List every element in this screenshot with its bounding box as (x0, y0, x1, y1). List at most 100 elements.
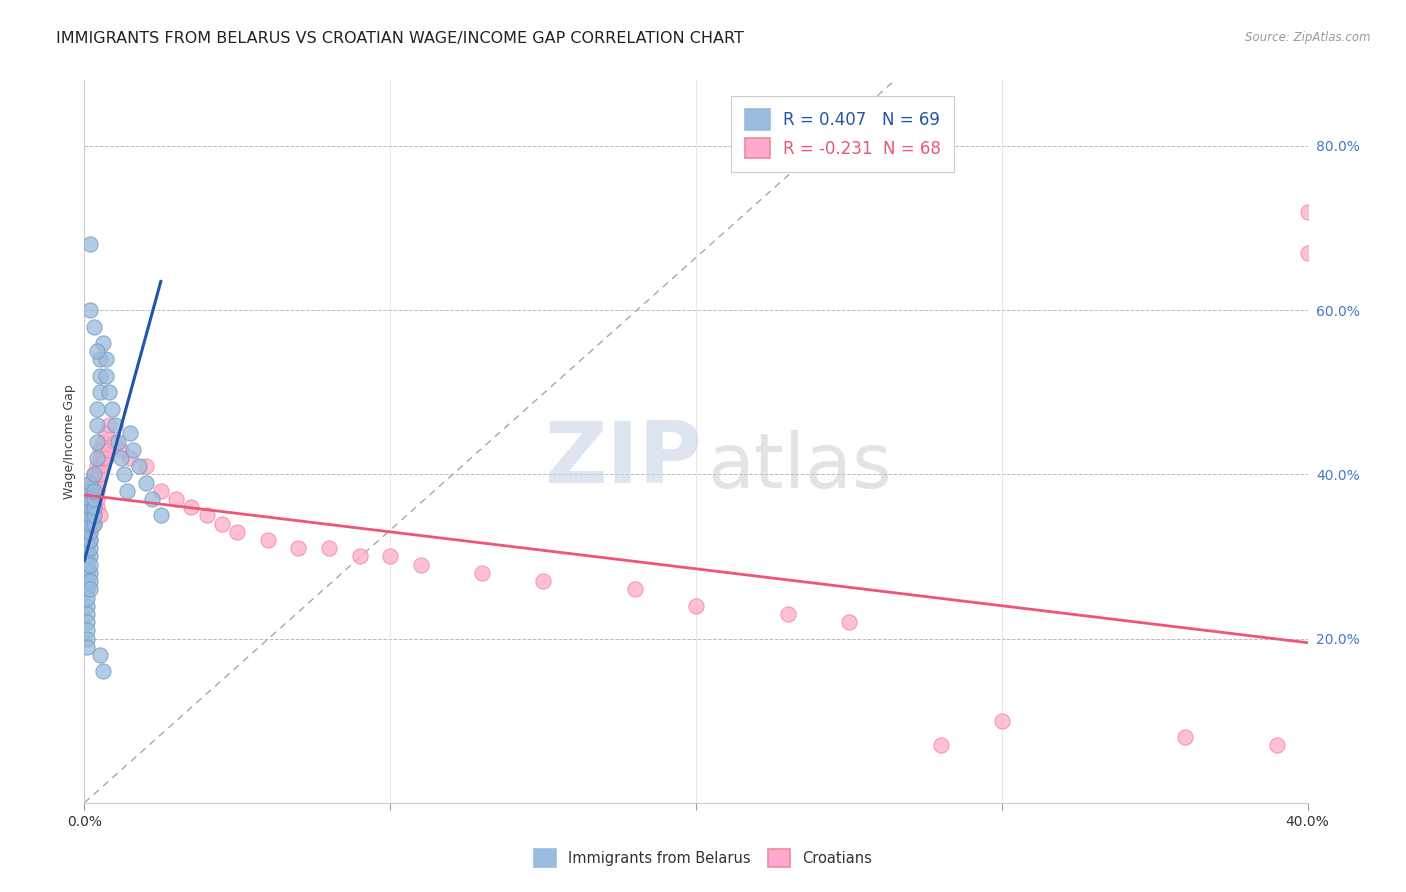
Point (76, 574, 98, 588)
Point (149, 508, 172, 523)
Point (79, 500, 101, 515)
Point (83, 467, 105, 482)
Point (94, 450, 117, 465)
Point (180, 500, 202, 515)
Point (94, 426, 117, 441)
Point (380, 549, 402, 564)
Point (76, 607, 98, 621)
Point (104, 418, 127, 433)
Point (79, 574, 101, 588)
Point (76, 483, 98, 498)
Legend: R = 0.407   N = 69, R = -0.231  N = 68: R = 0.407 N = 69, R = -0.231 N = 68 (731, 95, 955, 171)
Point (83, 516, 105, 531)
Point (838, 615, 860, 630)
Point (83, 483, 105, 498)
Point (76, 591, 98, 605)
Point (83, 500, 105, 515)
Point (76, 582, 98, 597)
Point (79, 508, 101, 523)
Point (257, 533, 280, 547)
Point (83, 491, 105, 506)
Point (318, 541, 340, 556)
Legend: Immigrants from Belarus, Croatians: Immigrants from Belarus, Croatians (527, 842, 879, 874)
Point (349, 549, 371, 564)
Point (83, 319, 105, 334)
Point (76, 541, 98, 556)
Point (79, 516, 101, 531)
Point (1174, 730, 1197, 744)
Point (79, 558, 101, 572)
Point (76, 533, 98, 547)
Point (79, 483, 101, 498)
Point (89, 648, 111, 662)
Point (79, 533, 101, 547)
Point (141, 491, 163, 506)
Point (76, 508, 98, 523)
Point (83, 516, 105, 531)
Point (89, 352, 111, 367)
Point (104, 434, 127, 449)
Point (86, 491, 108, 506)
Point (128, 459, 150, 474)
Point (86, 434, 108, 449)
Point (97, 442, 120, 457)
Point (86, 450, 108, 465)
Point (1296, 204, 1319, 219)
Point (79, 549, 101, 564)
Point (76, 500, 98, 515)
Point (79, 524, 101, 539)
Point (76, 541, 98, 556)
Point (86, 475, 108, 490)
Point (991, 714, 1014, 728)
Point (76, 558, 98, 572)
Point (76, 524, 98, 539)
Point (79, 533, 101, 547)
Point (287, 541, 309, 556)
Point (91, 665, 114, 679)
Point (76, 599, 98, 613)
Point (86, 467, 108, 482)
Point (86, 500, 108, 515)
Point (76, 491, 98, 506)
Point (76, 549, 98, 564)
Point (79, 491, 101, 506)
Point (83, 508, 105, 523)
Point (135, 459, 157, 474)
Point (89, 450, 111, 465)
Point (86, 401, 108, 416)
Point (112, 467, 135, 482)
Point (929, 739, 952, 753)
Point (79, 491, 101, 506)
Point (226, 524, 249, 539)
Point (79, 566, 101, 580)
Point (86, 344, 108, 359)
Point (79, 483, 101, 498)
Y-axis label: Wage/Income Gap: Wage/Income Gap (63, 384, 76, 499)
Text: IMMIGRANTS FROM BELARUS VS CROATIAN WAGE/INCOME GAP CORRELATION CHART: IMMIGRANTS FROM BELARUS VS CROATIAN WAGE… (56, 31, 744, 46)
Point (83, 483, 105, 498)
Point (94, 352, 117, 367)
Point (195, 508, 218, 523)
Point (89, 467, 111, 482)
Point (86, 459, 108, 474)
Point (776, 607, 799, 621)
Point (79, 475, 101, 490)
Point (89, 442, 111, 457)
Point (110, 442, 132, 457)
Point (76, 632, 98, 646)
Point (76, 516, 98, 531)
Point (76, 624, 98, 638)
Point (97, 418, 120, 433)
Point (79, 500, 101, 515)
Point (1296, 245, 1319, 260)
Point (83, 475, 105, 490)
Point (76, 533, 98, 547)
Point (531, 574, 554, 588)
Point (91, 450, 114, 465)
Point (211, 516, 233, 531)
Point (89, 368, 111, 383)
Point (107, 434, 129, 449)
Point (86, 483, 108, 498)
Point (94, 368, 117, 383)
Point (83, 491, 105, 506)
